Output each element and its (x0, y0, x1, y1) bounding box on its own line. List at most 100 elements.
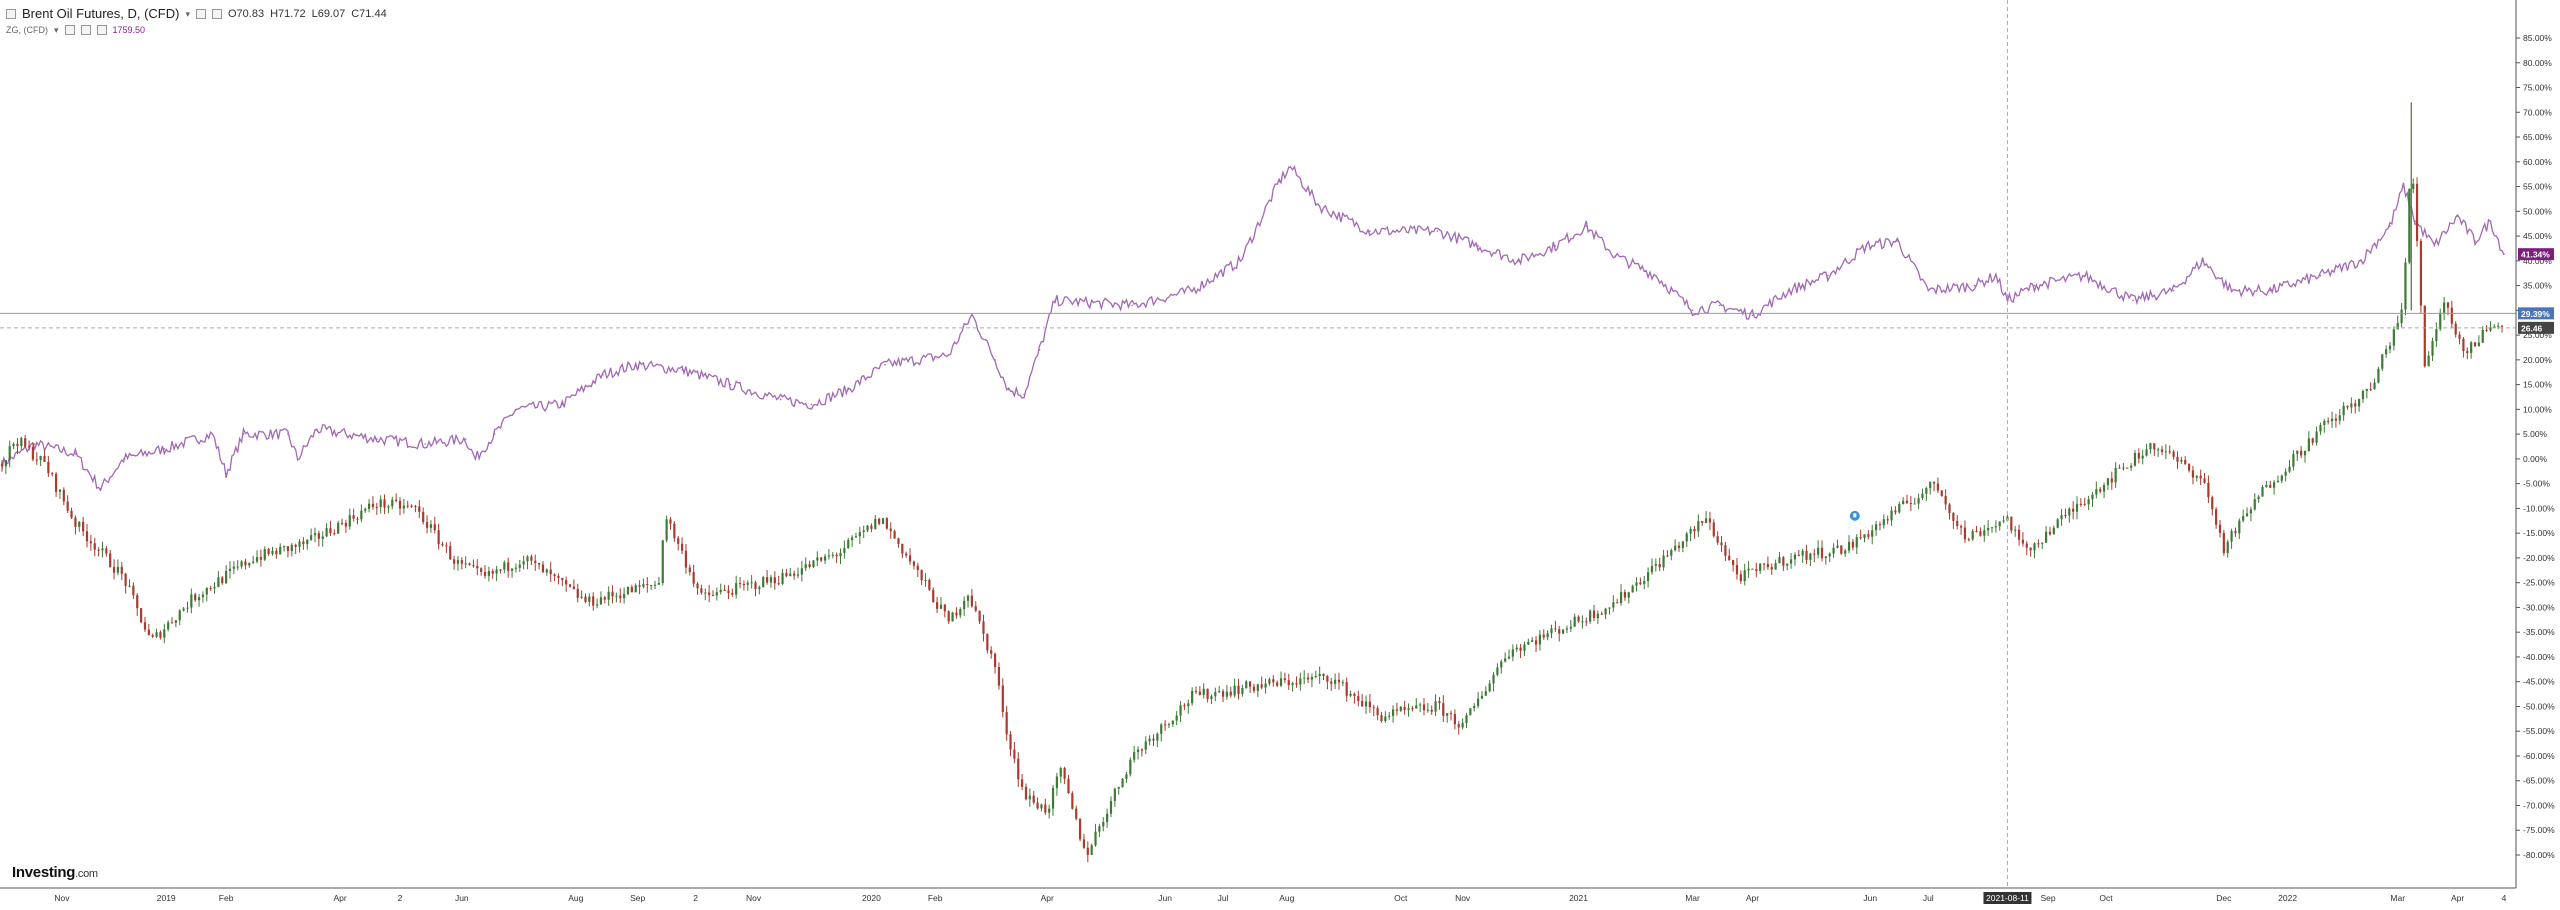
candle-body (549, 569, 552, 575)
x-tick-label: Dec (2216, 893, 2232, 903)
candle (1465, 712, 1468, 729)
close-icon[interactable] (96, 25, 107, 35)
candle (143, 616, 147, 633)
candle-body (874, 518, 877, 529)
zg-point (1718, 304, 1721, 307)
candle (847, 537, 850, 549)
candle (1303, 670, 1306, 685)
candle-body (2045, 531, 2048, 543)
candle (2045, 525, 2048, 543)
candle-body (2319, 424, 2322, 432)
candle-body (1623, 592, 1627, 598)
x-tick-label: 4 (2502, 893, 2507, 903)
candle-body (2079, 503, 2082, 505)
candle (568, 584, 572, 588)
candle (217, 571, 220, 588)
collapse-legend-icon[interactable] (6, 9, 16, 19)
candle (240, 560, 243, 569)
candle (1221, 689, 1225, 703)
candle (1082, 833, 1086, 849)
candle (2408, 188, 2411, 265)
candle (78, 521, 81, 532)
candle-body (1809, 553, 1812, 560)
candle-body (1040, 804, 1043, 809)
candle (1554, 620, 1557, 633)
candle (2168, 445, 2171, 455)
candle-body (383, 499, 386, 508)
candle (174, 620, 177, 628)
chevron-down-icon[interactable]: ▾ (54, 25, 59, 35)
candle (1604, 607, 1607, 620)
candle (1685, 531, 1688, 547)
candle (302, 537, 305, 550)
instrument-title[interactable]: Brent Oil Futures, D, (CFD) (22, 6, 180, 21)
candle-body (796, 574, 800, 576)
candle-body (1565, 628, 1569, 630)
second-symbol[interactable]: ZG, (CFD) (6, 25, 48, 35)
candle-body (313, 533, 317, 536)
candle (1260, 676, 1263, 690)
candle (684, 544, 688, 574)
visibility-icon[interactable] (212, 9, 222, 19)
settings-icon[interactable] (196, 9, 206, 19)
zg-point (1927, 289, 1930, 292)
candle-body (1391, 709, 1395, 716)
zg-point (242, 433, 245, 435)
event-marker-glyph (1853, 513, 1857, 518)
candle (1697, 514, 1700, 537)
candle-body (2102, 485, 2106, 492)
candle (2037, 539, 2040, 548)
candle (692, 564, 695, 588)
candle (1024, 783, 1028, 801)
y-tick-label: -20.00% (2523, 553, 2555, 563)
candle-body (1963, 527, 1967, 540)
candle (12, 442, 15, 450)
candle-body (1160, 724, 1163, 734)
settings-icon[interactable] (64, 25, 75, 35)
candle (1948, 503, 1951, 520)
zg-point (515, 408, 517, 411)
candle-body (286, 546, 290, 551)
candle (1681, 541, 1684, 553)
candle-body (441, 544, 444, 546)
y-tick-label: -55.00% (2523, 726, 2555, 736)
candle (487, 566, 490, 582)
candle-body (1322, 673, 1325, 677)
candle (2002, 515, 2005, 524)
candle-body (650, 585, 653, 587)
candle (1268, 677, 1271, 686)
candle-body (425, 522, 429, 528)
candle (1581, 615, 1584, 629)
candle (1956, 515, 1959, 530)
zg-point (296, 458, 299, 460)
candle (1345, 677, 1348, 702)
candle (1233, 678, 1236, 698)
candle (1148, 735, 1151, 746)
candle-body (205, 587, 208, 595)
candle-body (1480, 695, 1484, 699)
candle-body (700, 588, 703, 593)
candle (1940, 490, 1943, 497)
y-tick-label: -10.00% (2523, 503, 2555, 513)
candle-body (638, 585, 641, 587)
candle (1109, 796, 1113, 818)
candle-body (2427, 355, 2430, 367)
zg-point (2414, 220, 2416, 223)
candle-body (843, 548, 846, 553)
candle (507, 557, 510, 578)
candle (1283, 672, 1286, 684)
candle (1952, 511, 1955, 529)
visibility-icon[interactable] (80, 25, 91, 35)
candle (182, 606, 185, 612)
candle (746, 580, 749, 591)
candle-body (209, 587, 212, 589)
candle (197, 594, 201, 607)
candle (1898, 501, 1901, 514)
candle-body (2470, 342, 2473, 353)
chevron-down-icon[interactable]: ▾ (185, 9, 190, 19)
candle-body (1654, 564, 1657, 566)
candle (151, 633, 154, 639)
candle (39, 455, 42, 467)
candle-body (507, 562, 510, 571)
